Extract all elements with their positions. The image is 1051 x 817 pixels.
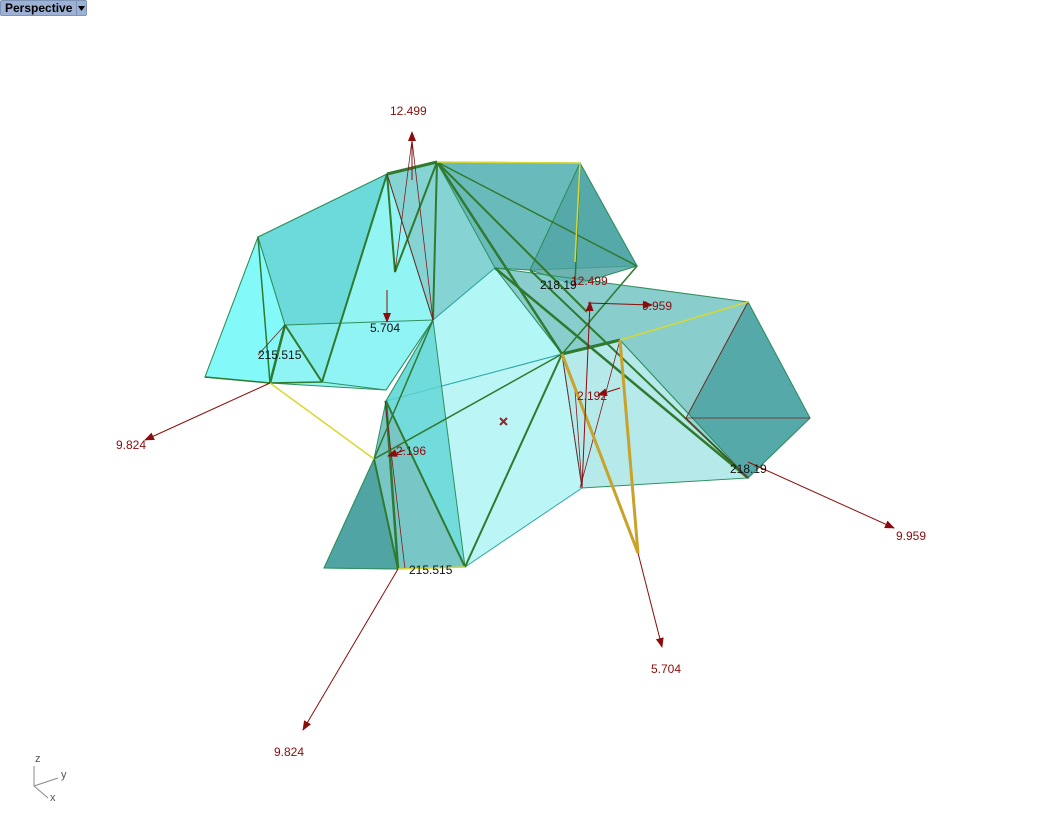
face-labels: 215.515 215.515 218.19 218.19 [258, 278, 767, 577]
label-bottom-left-arrow: 9.824 [274, 745, 304, 759]
label-right-face: 218.19 [730, 462, 767, 476]
label-inner-left-arrow: 2.196 [396, 444, 426, 458]
arrow-center-up [581, 301, 594, 489]
label-inner-right-arrow: 2.192 [577, 389, 607, 403]
arrow-inner-left [387, 449, 406, 457]
arrow-bottom-left [302, 568, 399, 731]
chevron-down-icon[interactable] [76, 0, 88, 16]
axis-y-label: y [61, 769, 67, 781]
arrow-inner-right [597, 387, 621, 397]
label-left-arrow: 9.824 [116, 438, 146, 452]
dimension-arrows [144, 131, 895, 731]
mesh-surface[interactable] [204, 161, 811, 570]
label-right-arrow: 9.959 [896, 529, 926, 543]
arrow-left [144, 382, 271, 441]
axis-z-label: z [35, 753, 41, 765]
viewport-title[interactable]: Perspective [0, 0, 77, 16]
dimension-labels: 12.499 12.499 9.824 9.959 9.959 9.824 5.… [116, 104, 926, 759]
viewport-tab[interactable]: Perspective [0, 0, 88, 16]
label-right-inner-arrow: 9.959 [642, 299, 672, 313]
label-center-arrow: 12.499 [571, 274, 608, 288]
axis-x-label: x [50, 792, 56, 804]
label-top-arrow: 12.499 [390, 104, 427, 118]
construction-lines [257, 139, 810, 570]
centroid-marker [499, 417, 508, 426]
label-inner-top-arrow: 5.704 [370, 321, 400, 335]
arrow-right [747, 461, 895, 529]
label-bottom-arrow: 5.704 [651, 662, 681, 676]
highlight-edges [269, 161, 749, 570]
label-bottom-face: 215.515 [409, 563, 453, 577]
label-left-face: 215.515 [258, 348, 302, 362]
selected-edges[interactable] [560, 339, 640, 554]
arrow-bottom [637, 552, 664, 648]
label-center-face: 218.19 [540, 278, 577, 292]
arrow-center-right [587, 300, 653, 309]
axis-gizmo: z y x [33, 753, 67, 804]
